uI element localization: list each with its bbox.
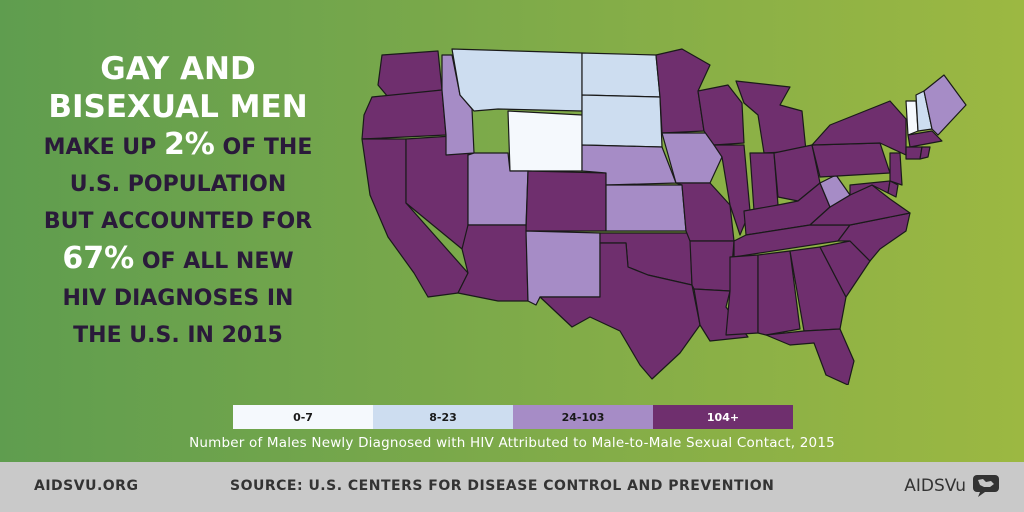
legend-bin-24-103: 24-103 — [513, 405, 653, 429]
state-md — [849, 180, 891, 196]
legend-bin-8-23: 8-23 — [373, 405, 513, 429]
state-or — [361, 89, 447, 140]
headline-line8: THE U.S. IN 2015 — [73, 323, 283, 348]
headline-line6-b: OF ALL NEW — [134, 249, 294, 274]
us-choropleth-map — [361, 48, 967, 385]
state-wi — [697, 84, 745, 146]
headline-line2: BISEXUAL MEN — [48, 89, 308, 125]
state-nd — [581, 52, 661, 98]
state-tx — [539, 242, 701, 380]
state-me — [923, 74, 967, 136]
state-il — [713, 144, 751, 236]
legend-bin-0-7: 0-7 — [233, 405, 373, 429]
headline-line5: BUT ACCOUNTED FOR — [43, 209, 313, 234]
headline-line3: MAKE UP 2% OF THE — [28, 126, 328, 166]
state-mt — [451, 48, 583, 112]
state-ri — [919, 146, 931, 160]
state-sd — [581, 94, 663, 148]
footer: AIDSVU.ORG SOURCE: U.S. CENTERS FOR DISE… — [0, 462, 1024, 512]
state-ks — [605, 184, 687, 232]
state-wa — [377, 50, 443, 98]
headline-stat-67pct: 67% — [62, 241, 135, 276]
state-ms — [725, 254, 759, 336]
state-nj — [889, 152, 903, 186]
state-wy — [507, 110, 583, 172]
legend-bin-104-plus: 104+ — [653, 405, 793, 429]
headline-line6: 67% OF ALL NEW — [28, 240, 328, 280]
headline-line7: HIV DIAGNOSES IN — [62, 286, 294, 311]
map-caption: Number of Males Newly Diagnosed with HIV… — [189, 435, 835, 451]
state-pa — [811, 142, 891, 178]
footer-source: SOURCE: U.S. CENTERS FOR DISEASE CONTROL… — [230, 478, 775, 494]
footer-brand: AIDSVu — [904, 476, 966, 496]
state-nm — [525, 230, 601, 306]
headline-line3-c: OF THE — [214, 135, 313, 160]
state-ga — [789, 246, 847, 332]
headline: GAY AND BISEXUAL MEN MAKE UP 2% OF THE U… — [28, 50, 328, 354]
chat-bubble-logo-icon — [973, 475, 999, 497]
state-in — [749, 152, 779, 212]
headline-line1: GAY AND — [100, 51, 256, 87]
state-co — [525, 170, 607, 232]
state-fl — [765, 328, 855, 385]
headline-line4: U.S. POPULATION — [69, 172, 287, 197]
state-mo — [675, 182, 735, 242]
legend: 0-7 8-23 24-103 104+ — [233, 405, 793, 429]
headline-line3-a: MAKE UP — [43, 135, 164, 160]
state-mi — [735, 80, 807, 154]
state-ct — [905, 146, 923, 160]
state-de — [887, 180, 899, 198]
state-ar — [689, 240, 735, 292]
state-ma — [907, 130, 943, 148]
footer-site-link[interactable]: AIDSVU.ORG — [34, 478, 139, 494]
state-al — [757, 250, 801, 336]
headline-stat-2pct: 2% — [163, 127, 215, 162]
state-az — [457, 224, 529, 302]
